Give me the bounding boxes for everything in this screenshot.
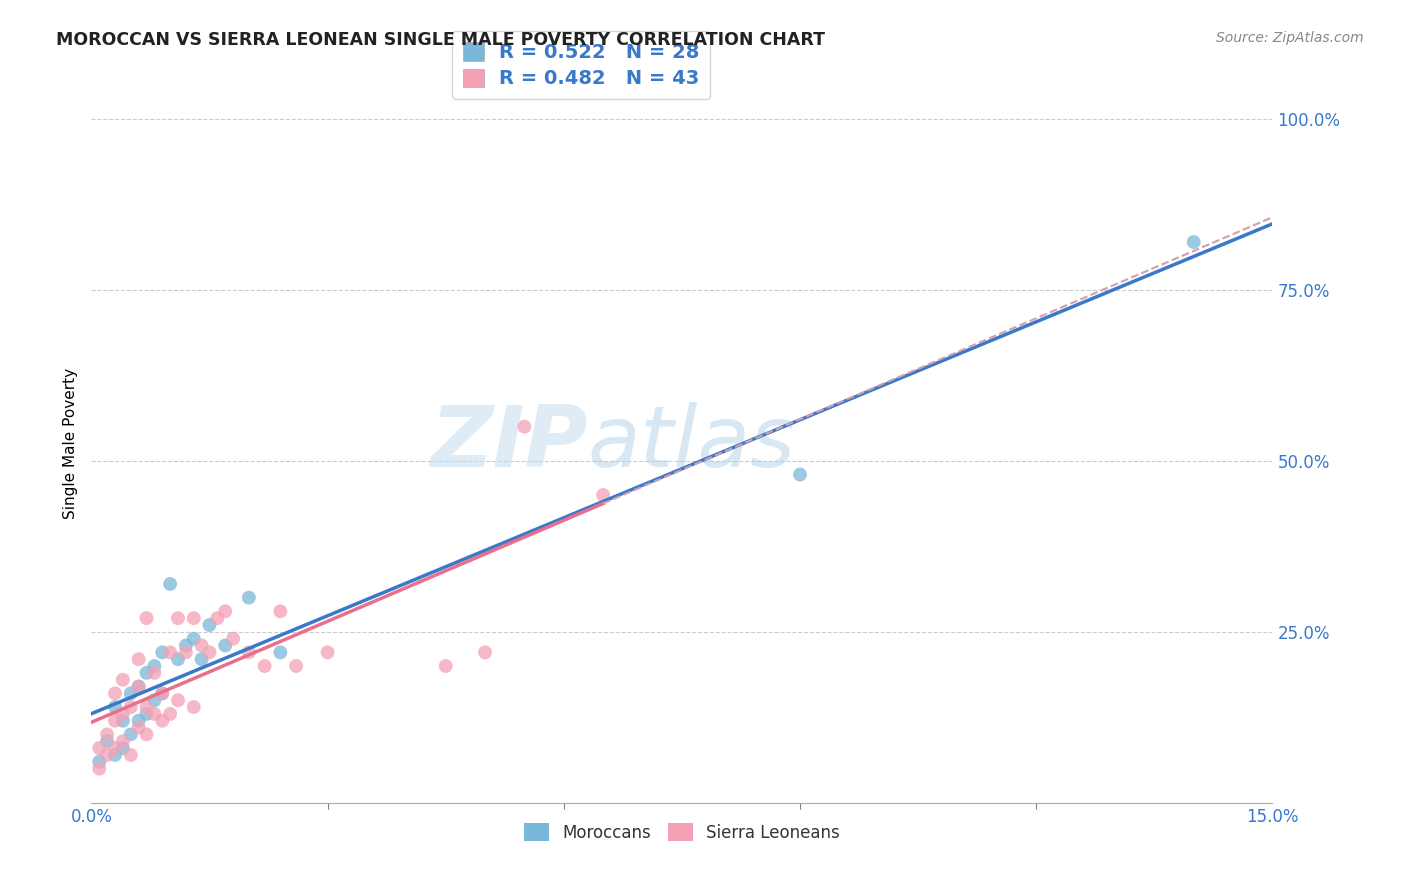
Point xyxy=(150,686,173,700)
Point xyxy=(183,611,205,625)
Legend: Moroccans, Sierra Leoneans: Moroccans, Sierra Leoneans xyxy=(517,817,846,848)
Point xyxy=(135,700,157,714)
Point xyxy=(128,680,150,694)
Point xyxy=(135,665,157,680)
Point xyxy=(111,673,134,687)
Point xyxy=(474,645,496,659)
Point xyxy=(159,577,181,591)
Point xyxy=(316,645,339,659)
Point xyxy=(174,645,197,659)
Point xyxy=(222,632,245,646)
Point xyxy=(513,419,536,434)
Point xyxy=(190,639,212,653)
Point xyxy=(174,639,197,653)
Point xyxy=(183,632,205,646)
Point xyxy=(207,611,229,625)
Point xyxy=(269,604,291,618)
Point xyxy=(128,680,150,694)
Point xyxy=(120,700,142,714)
Point xyxy=(198,645,221,659)
Point xyxy=(135,706,157,721)
Point xyxy=(104,686,127,700)
Point xyxy=(135,611,157,625)
Point xyxy=(96,734,118,748)
Point xyxy=(269,645,291,659)
Point xyxy=(111,706,134,721)
Point xyxy=(128,714,150,728)
Point xyxy=(128,652,150,666)
Text: MOROCCAN VS SIERRA LEONEAN SINGLE MALE POVERTY CORRELATION CHART: MOROCCAN VS SIERRA LEONEAN SINGLE MALE P… xyxy=(56,31,825,49)
Point xyxy=(1182,235,1205,249)
Point xyxy=(143,706,166,721)
Point xyxy=(143,693,166,707)
Point xyxy=(96,727,118,741)
Y-axis label: Single Male Poverty: Single Male Poverty xyxy=(62,368,77,519)
Point xyxy=(120,727,142,741)
Point xyxy=(104,747,127,762)
Point xyxy=(183,700,205,714)
Point xyxy=(789,467,811,482)
Point xyxy=(285,659,308,673)
Point xyxy=(120,686,142,700)
Text: ZIP: ZIP xyxy=(430,402,588,485)
Point xyxy=(159,706,181,721)
Point xyxy=(89,762,111,776)
Point xyxy=(96,747,118,762)
Point xyxy=(89,741,111,756)
Point xyxy=(143,659,166,673)
Text: Source: ZipAtlas.com: Source: ZipAtlas.com xyxy=(1216,31,1364,45)
Point xyxy=(159,645,181,659)
Point xyxy=(150,645,173,659)
Point xyxy=(253,659,276,673)
Point xyxy=(167,693,190,707)
Point xyxy=(238,645,260,659)
Point xyxy=(592,488,614,502)
Point xyxy=(214,639,236,653)
Point xyxy=(111,714,134,728)
Point xyxy=(128,721,150,735)
Point xyxy=(150,686,173,700)
Point xyxy=(111,741,134,756)
Point xyxy=(150,714,173,728)
Point xyxy=(143,665,166,680)
Point xyxy=(167,611,190,625)
Point xyxy=(120,747,142,762)
Point xyxy=(190,652,212,666)
Point xyxy=(238,591,260,605)
Point xyxy=(111,734,134,748)
Text: atlas: atlas xyxy=(588,402,796,485)
Point xyxy=(135,727,157,741)
Point xyxy=(198,618,221,632)
Point xyxy=(89,755,111,769)
Point xyxy=(214,604,236,618)
Point xyxy=(167,652,190,666)
Point xyxy=(104,741,127,756)
Point xyxy=(104,714,127,728)
Point xyxy=(104,700,127,714)
Point xyxy=(434,659,457,673)
